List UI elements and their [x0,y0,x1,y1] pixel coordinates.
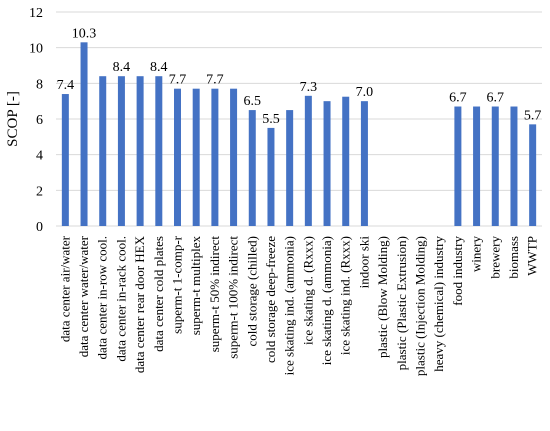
bar [286,110,294,226]
bar [342,96,350,226]
x-tick-label: indoor ski [356,236,371,289]
x-tick-label: ice skating ind. (ammonia) [282,236,297,375]
data-label: 7.7 [169,73,187,88]
bar [323,101,331,226]
bar [61,94,69,227]
data-label: 10.3 [72,26,97,41]
y-tick-label: 0 [36,220,43,235]
data-label: 7.4 [57,78,75,93]
bar [248,110,256,226]
y-axis-ticks: 0 2 4 6 8 10 12 [29,6,43,235]
x-tick-label: superm-t 100% indirect [226,236,241,359]
bar [529,124,537,226]
y-tick-label: 10 [29,42,43,57]
x-tick-label: WWTP [525,236,540,276]
x-tick-label: superm-t multiplex [188,236,203,336]
x-tick-label: food industry [450,236,465,306]
y-tick-label: 12 [29,6,43,21]
data-label: 5.7 [524,108,542,123]
x-tick-label: data center cold plates [151,236,166,352]
x-tick-label: plastic (Blow Molding) [375,236,390,358]
data-label: 7.3 [300,80,318,95]
data-label: 6.7 [487,91,505,106]
data-label: 5.5 [262,112,280,127]
x-tick-label: superm-t 50% indirect [207,236,222,353]
bar [174,88,181,226]
x-tick-label: plastic (Plastic Extrusion) [394,236,409,370]
bar [230,88,238,226]
bar [360,101,368,226]
bar [454,106,462,226]
y-tick-label: 2 [36,184,43,199]
x-tick-label: heavy (chemical) industry [431,236,446,372]
x-tick-label: ice skating d. (Rxxx) [300,236,315,345]
x-tick-label: cold storage deep-freeze [263,236,278,363]
bar [211,88,219,226]
data-labels: 7.410.38.4 8.47.7 7.76.55.57.3 7.0 6.7 6.75.7 [57,26,542,127]
data-label: 7.7 [206,73,224,88]
x-tick-label: biomass [506,236,521,279]
bar [304,95,312,226]
x-tick-label: ice skating ind. (Rxxx) [338,236,353,355]
data-label: 6.7 [449,91,467,106]
data-label: 6.5 [244,94,262,109]
bar [192,88,200,226]
data-label: 8.4 [150,60,168,75]
x-tick-label: data center rear door HEX [132,235,147,373]
bar [491,106,499,226]
x-tick-label: data center in-row cool. [95,236,110,359]
bar [136,76,144,226]
bar [510,106,518,226]
y-axis-label: SCOP [-] [5,91,21,147]
x-axis-ticks: data center air/water data center water/w… [57,235,539,376]
x-tick-label: data center air/water [57,235,72,342]
bar [267,127,275,226]
bars [61,42,537,227]
x-tick-label: ice skating d. (ammonia) [319,236,334,365]
bar [80,42,88,226]
y-tick-label: 6 [36,113,43,128]
y-tick-label: 8 [36,77,43,92]
bar [473,106,481,226]
y-tick-label: 4 [36,149,43,164]
x-tick-label: cold storage (chilled) [244,236,259,346]
data-label: 8.4 [113,60,131,75]
bar [155,76,163,226]
x-tick-label: data center in-rack cool. [113,236,128,362]
x-tick-label: plastic (Injection Molding) [413,236,428,376]
bar [99,76,107,226]
x-tick-label: brewery [487,236,502,279]
x-tick-label: data center water/water [76,235,91,357]
gridlines [56,11,542,227]
data-label: 7.0 [356,85,374,100]
x-tick-label: winery [469,236,484,273]
bar [117,76,125,226]
x-tick-label: superm-t 1-comp-r [170,235,185,334]
